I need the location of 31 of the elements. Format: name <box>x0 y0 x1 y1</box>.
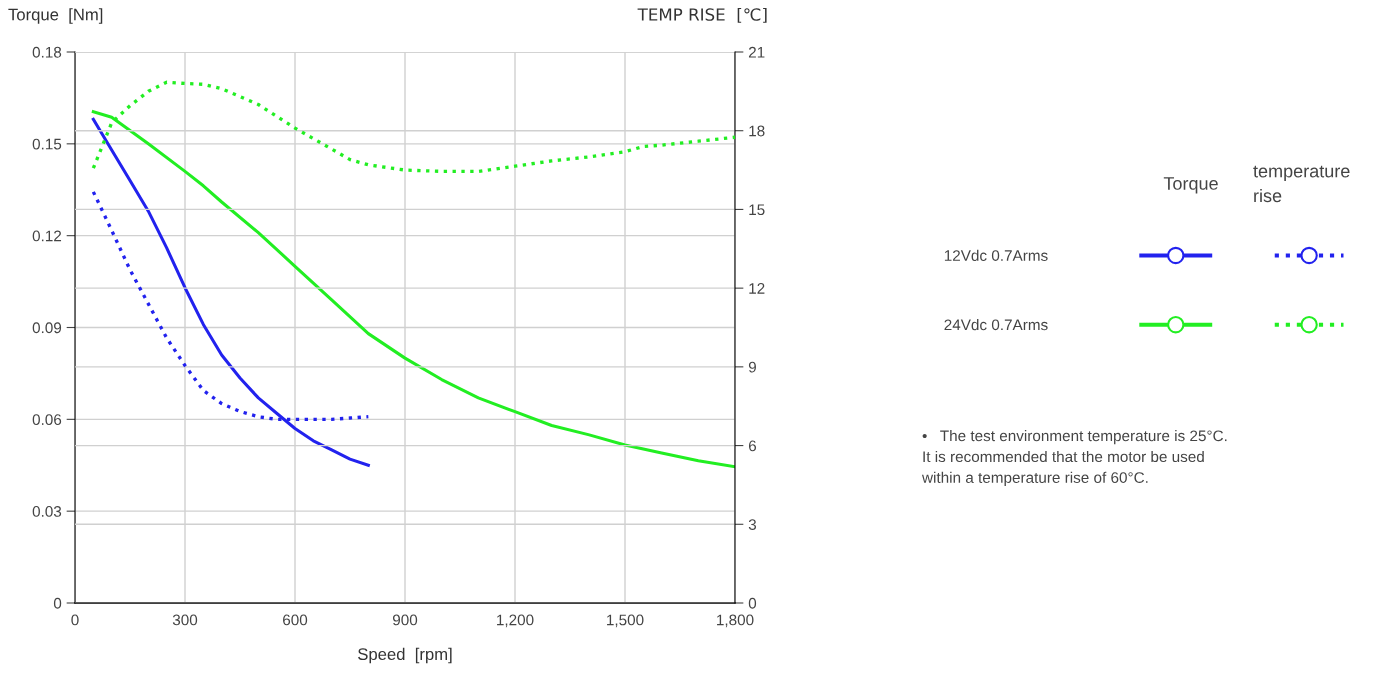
text: • The test environment temperature is 25°C. It is recommended that the motor be used within a temperature rise of 60°C. <box>921 430 1227 487</box>
x-axis-title: Speed [rpm] <box>358 647 452 664</box>
y2-tick-label: 18 <box>749 125 765 137</box>
y-tick-label: 0.09 <box>32 322 62 334</box>
y-tick-label: 0.15 <box>32 138 62 150</box>
y2-axis-title: TEMP RISE [℃] <box>637 7 767 23</box>
y2-tick-label: 9 <box>748 361 756 373</box>
y2-tick-label: 6 <box>748 440 757 452</box>
x-tick-label: 300 <box>172 614 198 626</box>
x-tick-label: 1,800 <box>717 614 754 628</box>
y-tick-label: 0.18 <box>32 46 62 58</box>
y2-tick-label: 21 <box>748 46 765 58</box>
x-tick-label: 1,500 <box>607 614 644 628</box>
y2-tick-label: 15 <box>749 204 765 216</box>
y2-tick-label: 12 <box>749 283 765 294</box>
line-series <box>91 117 370 467</box>
x-tick-label: 600 <box>283 614 308 626</box>
y2-tick-label: 0 <box>748 597 757 609</box>
text: 12Vdc 0.7Arms <box>944 249 1048 261</box>
y-tick-label: 0.12 <box>32 230 62 242</box>
x-tick-label: 900 <box>392 614 418 626</box>
text: temperature rise <box>1253 165 1350 203</box>
y-tick-label: 0.06 <box>32 414 62 426</box>
x-tick-label: 1,200 <box>497 614 534 628</box>
y-tick-label: 0.03 <box>32 506 62 517</box>
y-axis-title: Torque [Nm] <box>8 8 103 24</box>
x-tick-label: 0 <box>71 614 79 626</box>
text: 24Vdc 0.7Arms <box>944 318 1048 331</box>
y2-tick-label: 3 <box>748 519 757 530</box>
y-tick-label: 0 <box>53 597 62 609</box>
text: Torque <box>1163 177 1218 194</box>
